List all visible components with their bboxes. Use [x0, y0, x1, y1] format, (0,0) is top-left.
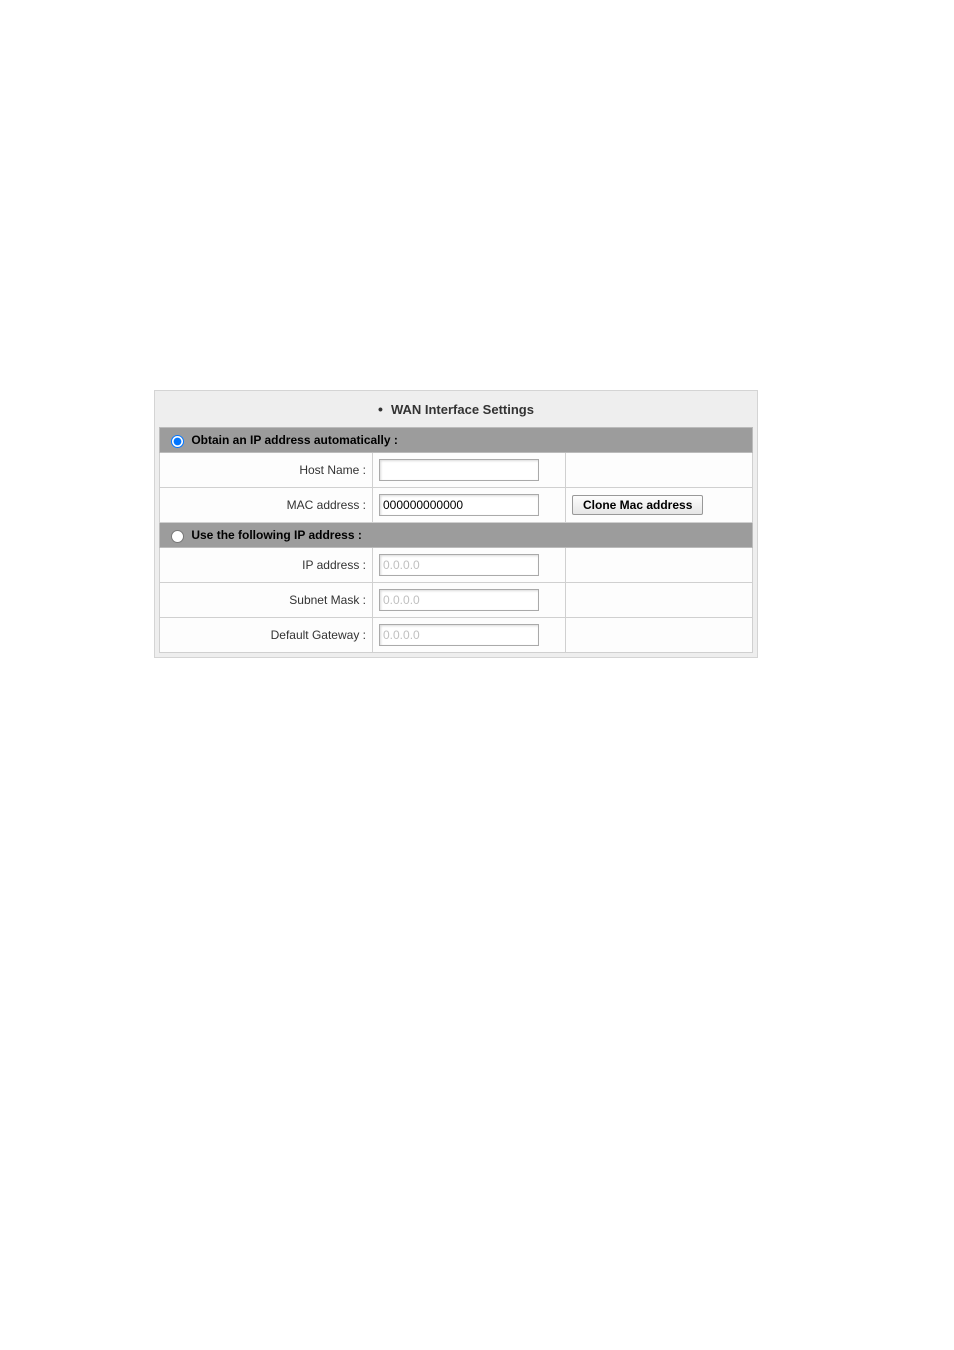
gateway-row: Default Gateway :	[160, 618, 753, 653]
wan-settings-wrapper: WAN Interface Settings Obtain an IP addr…	[154, 390, 758, 658]
mac-input[interactable]	[379, 494, 539, 516]
settings-table: Obtain an IP address automatically : Hos…	[159, 427, 753, 653]
ip-label: IP address :	[160, 548, 373, 583]
ip-row: IP address :	[160, 548, 753, 583]
manual-radio-label: Use the following IP address :	[191, 528, 361, 542]
auto-radio[interactable]	[171, 435, 184, 448]
host-name-label: Host Name :	[160, 453, 373, 488]
host-name-input[interactable]	[379, 459, 539, 481]
panel-title: WAN Interface Settings	[159, 395, 753, 427]
subnet-row: Subnet Mask :	[160, 583, 753, 618]
gateway-input[interactable]	[379, 624, 539, 646]
host-name-row: Host Name :	[160, 453, 753, 488]
wan-settings-panel: WAN Interface Settings Obtain an IP addr…	[154, 390, 758, 658]
manual-radio[interactable]	[171, 530, 184, 543]
clone-mac-button[interactable]: Clone Mac address	[572, 495, 703, 515]
gateway-label: Default Gateway :	[160, 618, 373, 653]
mac-label: MAC address :	[160, 488, 373, 523]
subnet-label: Subnet Mask :	[160, 583, 373, 618]
mac-row: MAC address : Clone Mac address	[160, 488, 753, 523]
manual-header-row: Use the following IP address :	[160, 523, 753, 548]
auto-radio-label: Obtain an IP address automatically :	[191, 433, 398, 447]
auto-header-row: Obtain an IP address automatically :	[160, 428, 753, 453]
ip-input[interactable]	[379, 554, 539, 576]
subnet-input[interactable]	[379, 589, 539, 611]
